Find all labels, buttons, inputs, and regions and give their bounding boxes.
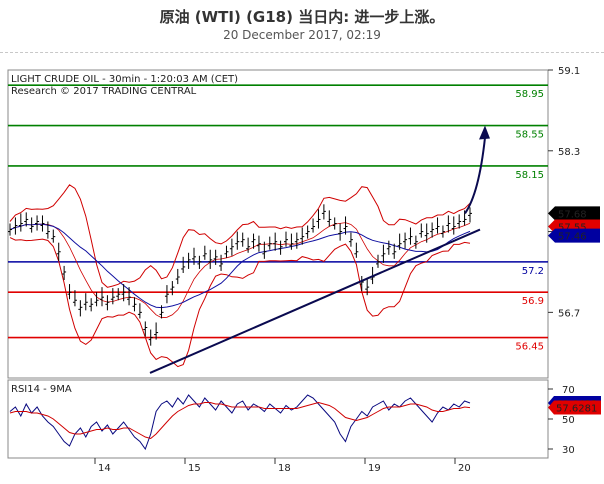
- level-label: 58.15: [515, 170, 544, 181]
- level-label: 58.55: [515, 130, 544, 141]
- rsi-series: [9, 394, 471, 451]
- rsi-panel-frame: [7, 379, 549, 459]
- level-label: 57.2: [522, 266, 544, 277]
- price-panel-frame: [7, 69, 549, 379]
- chart-title: 原油 (WTI) (G18) 当日内: 进一步上涨。: [159, 8, 445, 26]
- level-label: 58.95: [515, 89, 544, 100]
- y-tick-label: 58.3: [558, 147, 580, 158]
- price-panel-label-2: Research © 2017 TRADING CENTRAL: [11, 86, 197, 97]
- price-panel-label-1: LIGHT CRUDE OIL - 30min - 1:20:03 AM (CE…: [11, 74, 238, 85]
- price-tag: [548, 228, 600, 243]
- moving-average: [9, 222, 471, 319]
- chart-subtitle: 20 December 2017, 02:19: [223, 28, 381, 42]
- price-levels: 58.95 58.55 58.15 57.2 56.9 56.45: [8, 84, 548, 353]
- forecast-arrow: [464, 137, 486, 214]
- price-annotations: [149, 125, 490, 374]
- y-tick-label: 56.7: [558, 308, 580, 319]
- rsi-ma-line: [9, 401, 471, 440]
- price-bands: [9, 184, 471, 368]
- bollinger-upper: [9, 184, 471, 288]
- rsi-tag: [548, 400, 601, 415]
- rsi-line: [9, 394, 471, 451]
- slow-moving-average: [9, 223, 471, 309]
- x-tick-label: 20: [458, 463, 471, 474]
- bollinger-lower: [9, 237, 471, 368]
- x-axis: 14 15 18 19 20: [94, 458, 471, 474]
- level-label: 56.9: [522, 296, 544, 307]
- x-tick-label: 15: [188, 463, 201, 474]
- y-tick-label: 59.1: [558, 66, 580, 77]
- price-tag-label: 57.68: [558, 209, 587, 220]
- rsi-tick-label: 30: [562, 445, 575, 456]
- price-series: [8, 204, 472, 346]
- x-tick-label: 14: [98, 463, 111, 474]
- rsi-tick-label: 70: [562, 385, 575, 396]
- price-tag: [548, 206, 600, 221]
- rsi-tick-label: 50: [562, 415, 575, 426]
- trendline: [149, 228, 481, 374]
- price-tag-label: 57.46: [558, 232, 587, 243]
- rsi-tag-label: 57.6281: [556, 404, 597, 415]
- rsi-y-axis: 30507060.642357.6281: [548, 385, 601, 456]
- rsi-panel-label: RSI14 - 9MA: [11, 384, 72, 395]
- x-tick-label: 18: [278, 463, 291, 474]
- level-label: 56.45: [515, 342, 544, 353]
- x-tick-label: 19: [368, 463, 381, 474]
- price-tag-label: 57.55: [558, 223, 587, 234]
- header-divider: [0, 52, 604, 53]
- forecast-arrowhead: [479, 125, 490, 140]
